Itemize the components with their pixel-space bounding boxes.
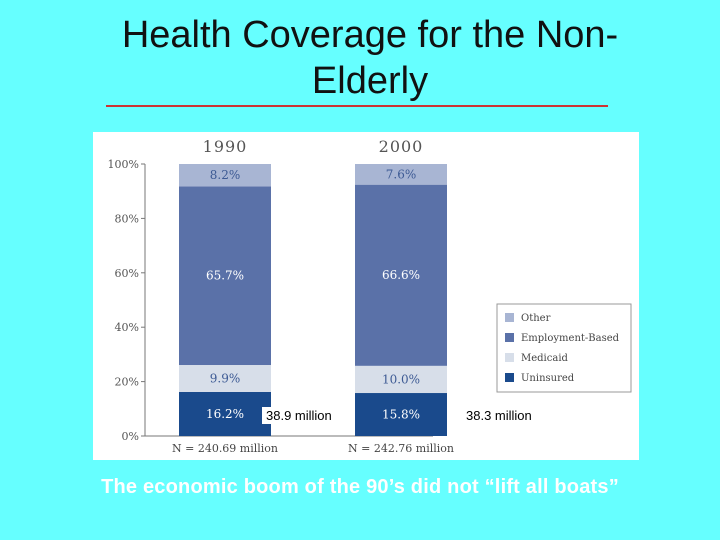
legend-entry: Medicaid [521,353,569,364]
data-label: 8.2% [210,168,241,182]
category-label-2000: 2000 [379,137,424,156]
title-divider [106,105,608,107]
y-tick-label: 40% [115,321,139,334]
legend-entry: Uninsured [521,373,575,384]
legend-swatch [505,313,514,322]
legend-swatch [505,373,514,382]
legend-entry: Other [521,313,551,324]
stacked-bar-chart: 0% 20% 40% 60% 80% 100% 16.2% 9.9% 65.7% 8.2% 1990… [108,137,632,455]
callout-uninsured-1990: 38.9 million [262,407,336,424]
slide-title: Health Coverage for the Non-Elderly [121,14,619,102]
slide-footer: The economic boom of the 90’s did not “l… [101,476,619,498]
bar-segment-employment-based-2000 [355,184,447,366]
y-tick-label: 80% [115,212,139,225]
data-label: 10.0% [382,372,420,386]
category-note: N = 240.69 million [172,442,278,455]
bar-segment-medicaid-1990 [179,365,271,392]
bar-segment-uninsured-1990 [179,391,271,436]
data-label: 16.2% [206,407,244,421]
y-tick-label: 20% [115,376,139,389]
data-label: 7.6% [386,167,417,181]
legend-entry: Employment-Based [521,333,620,344]
bar-segment-other-1990 [179,164,271,187]
bar-segment-other-2000 [355,164,447,185]
data-label: 65.7% [206,269,244,283]
legend-swatch [505,353,514,362]
bar-segment-medicaid-2000 [355,365,447,394]
data-label: 9.9% [210,371,241,385]
bar-segment-employment-based-1990 [179,186,271,366]
legend-box [496,303,632,393]
y-tick-label: 100% [108,158,139,171]
chart-panel: 0% 20% 40% 60% 80% 100% 16.2% 9.9% 65.7% 8.2% 1990… [93,132,639,460]
callout-uninsured-2000: 38.3 million [466,408,532,423]
data-label: 15.8% [382,408,420,422]
category-note: N = 242.76 million [348,442,454,455]
bar-segment-uninsured-2000 [355,393,447,436]
y-tick-label: 60% [115,267,139,280]
y-tick-label: 0% [122,430,139,443]
data-label: 66.6% [382,268,420,282]
category-label-1990: 1990 [203,137,248,156]
legend-swatch [505,333,514,342]
